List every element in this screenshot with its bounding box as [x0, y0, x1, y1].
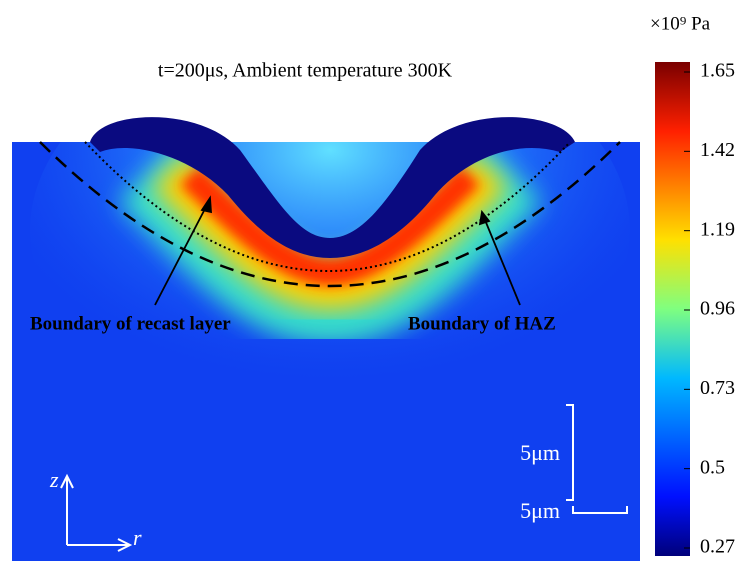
stress-field [12, 117, 640, 561]
colorbar [655, 62, 690, 556]
colorbar-tick-label: 0.5 [700, 456, 725, 478]
axis-label: r [133, 525, 142, 550]
colorbar-tick-label: 1.65 [700, 60, 735, 82]
scale-bar-label: 5μm [520, 440, 560, 465]
axis-label: z [49, 467, 59, 492]
colorbar-label: ×10⁹ Pa [650, 13, 711, 34]
annotation: Boundary of HAZ [408, 313, 556, 334]
colorbar-tick-label: 1.42 [700, 139, 735, 161]
scale-bar-label: 5μm [520, 498, 560, 523]
colorbar-tick-label: 1.19 [700, 218, 735, 240]
colorbar-tick-label: 0.73 [700, 377, 735, 399]
colorbar-tick-label: 0.27 [700, 536, 735, 558]
title: t=200μs, Ambient temperature 300K [158, 60, 453, 82]
annotation: Boundary of recast layer [30, 313, 231, 334]
colorbar-tick-label: 0.96 [700, 298, 735, 320]
